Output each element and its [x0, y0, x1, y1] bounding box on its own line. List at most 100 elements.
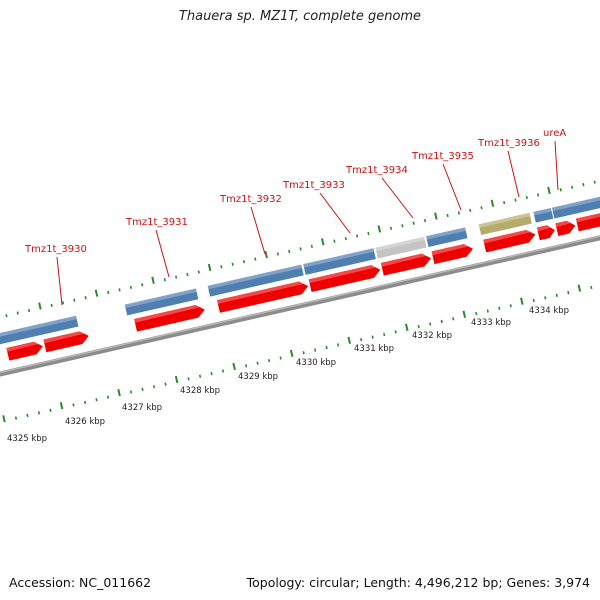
- gene-label: Tmz1t_3932: [219, 194, 282, 205]
- minor-tick: [389, 226, 393, 230]
- minor-tick: [164, 382, 167, 386]
- minor-tick: [299, 247, 302, 251]
- gene-box-body: [551, 193, 600, 219]
- cds-arrow: [308, 265, 381, 292]
- minor-tick: [210, 372, 213, 376]
- minor-tick: [107, 290, 110, 295]
- cds-arrow: [555, 220, 576, 236]
- gene-label: Tmz1t_3934: [345, 165, 408, 176]
- cds-arrow-shine: [555, 220, 571, 228]
- cds-arrow-body: [0, 351, 1, 368]
- minor-tick: [337, 343, 340, 347]
- major-tick: [59, 402, 64, 410]
- scale-label: 4332 kbp: [412, 331, 452, 341]
- cds-arrow-shine: [380, 253, 427, 267]
- cds-arrow-shine: [6, 341, 39, 352]
- minor-tick: [186, 272, 189, 277]
- major-tick: [94, 289, 99, 297]
- major-tick: [405, 323, 409, 331]
- accession-text: Accession: NC_011662: [9, 575, 152, 590]
- major-tick: [151, 276, 155, 284]
- major-tick: [38, 302, 42, 310]
- callout-line: [250, 206, 266, 255]
- major-tick: [117, 388, 121, 397]
- minor-tick: [84, 296, 87, 300]
- gene-box: [303, 248, 376, 275]
- cds-arrow-shine: [43, 331, 85, 344]
- major-tick: [547, 186, 551, 195]
- cds-arrow: [43, 331, 89, 353]
- cds-arrow-body: [217, 281, 309, 313]
- minor-tick: [141, 387, 144, 391]
- cds-arrow: [134, 304, 205, 332]
- minor-tick: [514, 198, 517, 202]
- minor-tick: [72, 403, 75, 407]
- minor-tick: [367, 231, 370, 236]
- minor-tick: [83, 400, 87, 405]
- cds-arrow-shine: [536, 225, 551, 232]
- major-tick: [174, 375, 179, 384]
- gene-box-body: [124, 288, 199, 316]
- gene-box-shine: [478, 212, 531, 228]
- cds-arrow-body: [575, 210, 600, 232]
- cds-arrow-body: [380, 253, 432, 276]
- cds-arrow: [431, 244, 474, 265]
- callout-line: [319, 192, 351, 234]
- major-tick: [232, 362, 236, 371]
- gene-box-body: [375, 236, 427, 259]
- minor-tick: [503, 201, 506, 205]
- gene-box: [207, 264, 304, 297]
- minor-tick: [356, 234, 359, 238]
- minor-tick: [129, 285, 132, 290]
- minor-tick: [532, 298, 535, 303]
- cds-arrow: [380, 253, 432, 276]
- minor-tick: [302, 351, 305, 355]
- minor-tick: [567, 291, 570, 295]
- scale-label: 4331 kbp: [354, 344, 394, 354]
- major-tick: [264, 250, 268, 259]
- minor-tick: [325, 345, 328, 350]
- minor-tick: [37, 411, 41, 415]
- minor-tick: [254, 257, 257, 261]
- minor-tick: [129, 390, 133, 394]
- minor-tick: [50, 303, 53, 307]
- major-tick: [347, 336, 351, 345]
- gene-box-shine: [375, 236, 425, 252]
- scale-label: 4328 kbp: [180, 386, 220, 396]
- lower-tick-track: [2, 284, 593, 423]
- minor-tick: [394, 330, 397, 334]
- major-tick: [207, 263, 212, 272]
- cds-arrow: [483, 229, 536, 253]
- gene-box: [0, 315, 79, 348]
- callout-line: [507, 150, 520, 198]
- callout-line: [554, 140, 559, 191]
- minor-tick: [401, 224, 404, 228]
- map-title: Thauera sp. MZ1T, complete genome: [178, 9, 422, 24]
- minor-tick: [242, 260, 246, 264]
- gene-box-shine: [426, 227, 466, 240]
- major-tick: [377, 225, 382, 233]
- cds-arrow: [536, 225, 555, 241]
- minor-tick: [544, 296, 547, 300]
- major-tick: [577, 284, 582, 292]
- scale-label: 4330 kbp: [296, 358, 336, 368]
- upper-tick-track: [5, 180, 596, 318]
- cds-arrow-shine: [217, 281, 304, 304]
- minor-tick: [256, 361, 259, 365]
- minor-tick: [360, 338, 363, 342]
- minor-tick: [383, 332, 386, 337]
- gene-box-body: [303, 248, 376, 275]
- gene-label: Tmz1t_3930: [24, 244, 87, 255]
- minor-tick: [525, 195, 528, 200]
- gene-label: Tmz1t_3935: [411, 151, 474, 162]
- minor-tick: [371, 335, 374, 339]
- minor-tick: [498, 306, 501, 311]
- cds-arrow: [575, 210, 600, 232]
- cds-arrow-shine: [134, 304, 201, 323]
- cds-arrow-body: [43, 331, 89, 353]
- minor-tick: [559, 188, 562, 192]
- scale-label: 4325 kbp: [7, 434, 47, 444]
- minor-tick: [344, 236, 347, 241]
- major-tick: [2, 415, 6, 423]
- gene-box-shine: [551, 193, 600, 212]
